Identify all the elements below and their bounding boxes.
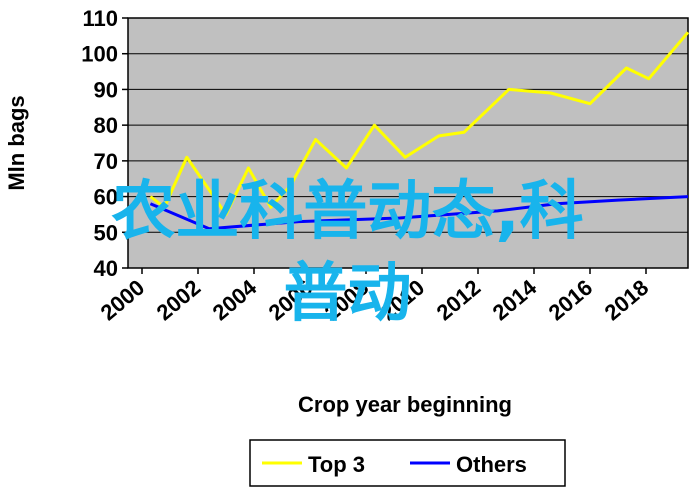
y-tick-label: 90 <box>94 77 118 102</box>
y-tick-label: 60 <box>94 185 118 210</box>
y-tick-label: 40 <box>94 256 118 281</box>
legend-label: Top 3 <box>308 452 365 477</box>
x-axis-label: Crop year beginning <box>298 392 512 417</box>
y-tick-label: 100 <box>81 42 118 67</box>
overlay-text: 普动 <box>283 257 412 331</box>
y-tick-label: 80 <box>94 113 118 138</box>
legend <box>249 439 566 487</box>
legend-label: Others <box>456 452 527 477</box>
series-line <box>149 195 689 231</box>
series-line <box>149 31 690 216</box>
y-tick-label: 50 <box>94 220 118 245</box>
y-tick-label: 110 <box>83 6 119 31</box>
y-tick-label: 70 <box>94 149 118 174</box>
y-axis-label: Mln bags <box>4 95 29 190</box>
overlay-text: 农业科普动态,科 <box>111 175 584 249</box>
